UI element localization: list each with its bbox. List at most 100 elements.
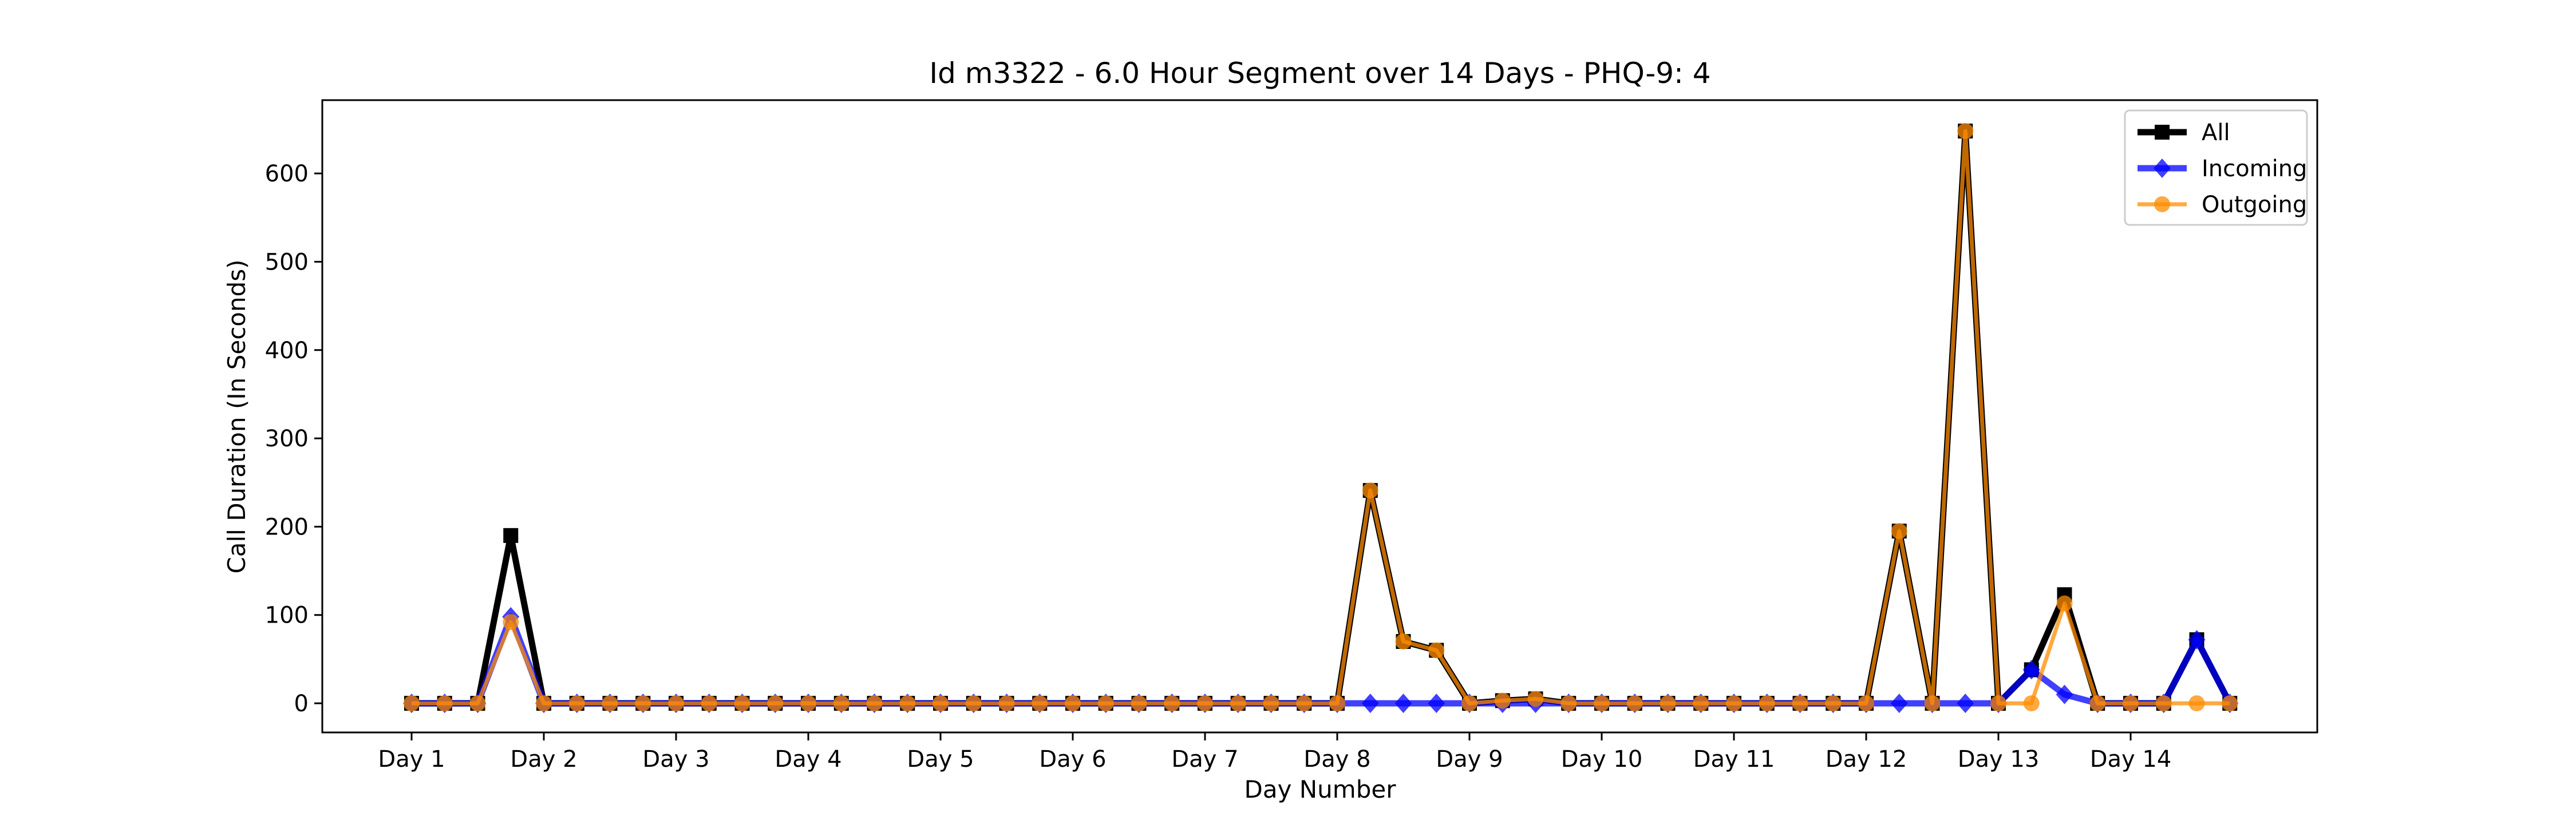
legend-item-all: All	[2138, 120, 2230, 146]
x-tick-label: Day 10	[1561, 746, 1643, 772]
legend-label: Incoming	[2202, 156, 2307, 182]
legend-label: All	[2202, 120, 2230, 146]
series-layer	[403, 123, 2239, 714]
data-point-outgoing	[469, 695, 486, 712]
data-point-incoming	[2188, 629, 2206, 649]
x-tick-label: Day 1	[378, 746, 445, 772]
data-point-outgoing	[1858, 695, 1874, 712]
x-tick-label: Day 8	[1303, 746, 1370, 772]
legend-swatch-marker	[2154, 159, 2171, 178]
data-point-outgoing	[2155, 695, 2172, 712]
legend: All Incoming Outgoing	[2124, 109, 2308, 226]
data-point-incoming	[1361, 694, 1379, 714]
series-outgoing	[404, 123, 2238, 712]
x-tick-label: Day 5	[907, 746, 974, 772]
data-point-outgoing	[1560, 695, 1577, 712]
legend-swatch-marker	[2154, 196, 2170, 212]
legend-swatch-marker	[2155, 125, 2170, 140]
y-tick-label: 400	[265, 338, 309, 364]
y-axis-title: Call Duration (In Seconds)	[223, 259, 251, 573]
data-point-outgoing	[404, 695, 420, 712]
data-point-outgoing	[1626, 695, 1643, 712]
y-tick-label: 600	[265, 161, 309, 187]
data-point-outgoing	[1461, 695, 1477, 712]
data-point-outgoing	[2123, 695, 2139, 712]
x-tick-label: Day 2	[510, 746, 577, 772]
data-point-outgoing	[1792, 695, 1808, 712]
data-point-outgoing	[1362, 482, 1378, 499]
data-point-outgoing	[1660, 695, 1676, 712]
data-point-outgoing	[1065, 695, 1081, 712]
x-tick-label: Day 3	[642, 746, 709, 772]
plot-frame	[321, 99, 2318, 734]
data-point-outgoing	[635, 695, 651, 712]
legend-label: Outgoing	[2202, 192, 2307, 218]
data-point-outgoing	[1296, 695, 1313, 712]
data-point-outgoing	[1329, 695, 1345, 712]
data-point-outgoing	[2089, 695, 2106, 712]
data-point-incoming	[1890, 694, 1908, 714]
data-point-outgoing	[965, 695, 982, 712]
data-point-outgoing	[1990, 695, 2006, 712]
x-tick-label: Day 11	[1693, 746, 1775, 772]
data-point-outgoing	[568, 695, 585, 712]
data-point-outgoing	[536, 695, 552, 712]
data-point-outgoing	[1395, 633, 1412, 650]
data-point-all	[503, 528, 519, 543]
y-axis: 0 100 200 300 400 500 600	[265, 161, 322, 717]
data-point-outgoing	[899, 695, 916, 712]
data-point-outgoing	[1230, 695, 1246, 712]
data-point-incoming	[1428, 694, 1445, 714]
x-tick-label: Day 12	[1826, 746, 1907, 772]
data-point-outgoing	[1891, 523, 1907, 540]
chart-title: Id m3322 - 6.0 Hour Segment over 14 Days…	[929, 57, 1710, 90]
data-point-outgoing	[998, 695, 1015, 712]
data-point-outgoing	[2023, 695, 2040, 712]
data-point-outgoing	[866, 695, 883, 712]
y-tick-label: 0	[294, 691, 309, 717]
data-point-incoming	[2056, 684, 2073, 704]
data-point-outgoing	[933, 695, 949, 712]
data-point-outgoing	[1825, 695, 1842, 712]
y-tick-label: 500	[265, 249, 309, 275]
x-axis: Day 1 Day 2 Day 3 Day 4 Day 5 Day 6 Day 7 Day 8…	[378, 732, 2171, 772]
x-tick-label: Day 6	[1039, 746, 1106, 772]
data-point-outgoing	[1197, 695, 1213, 712]
x-tick-label: Day 4	[775, 746, 841, 772]
data-point-outgoing	[2056, 595, 2073, 612]
data-point-outgoing	[1957, 123, 1974, 140]
data-point-outgoing	[833, 695, 850, 712]
x-tick-label: Day 9	[1436, 746, 1503, 772]
data-point-outgoing	[1594, 695, 1610, 712]
x-tick-label: Day 7	[1171, 746, 1238, 772]
legend-box	[2124, 109, 2308, 226]
data-point-outgoing	[436, 695, 453, 712]
data-point-outgoing	[2222, 695, 2238, 712]
data-point-outgoing	[701, 695, 717, 712]
y-tick-label: 200	[265, 514, 309, 540]
data-point-outgoing	[1164, 695, 1180, 712]
data-point-outgoing	[1131, 695, 1147, 712]
data-point-outgoing	[503, 614, 519, 631]
data-point-outgoing	[767, 695, 784, 712]
data-point-outgoing	[1428, 642, 1445, 659]
data-point-outgoing	[668, 695, 684, 712]
x-tick-label: Day 14	[2090, 746, 2172, 772]
data-point-outgoing	[1097, 695, 1114, 712]
data-point-outgoing	[1924, 695, 1941, 712]
data-point-outgoing	[800, 695, 816, 712]
data-point-outgoing	[1693, 695, 1709, 712]
data-point-outgoing	[1726, 695, 1742, 712]
data-point-outgoing	[2188, 695, 2205, 712]
x-axis-title: Day Number	[1244, 775, 1396, 803]
data-point-outgoing	[734, 695, 750, 712]
data-point-incoming	[1957, 694, 1974, 714]
data-point-outgoing	[1759, 695, 1775, 712]
data-point-outgoing	[602, 695, 618, 712]
data-point-outgoing	[1494, 692, 1511, 709]
data-point-outgoing	[1032, 695, 1048, 712]
data-point-incoming	[2022, 660, 2040, 680]
y-tick-label: 100	[265, 603, 309, 629]
legend-item-outgoing: Outgoing	[2138, 192, 2307, 218]
